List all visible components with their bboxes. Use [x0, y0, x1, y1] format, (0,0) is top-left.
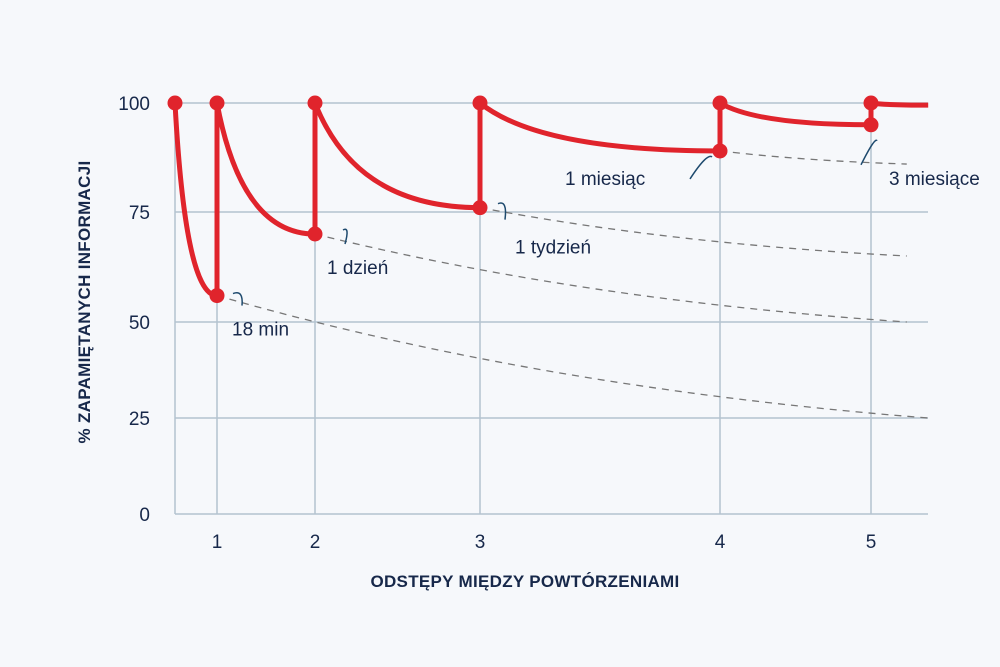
- y-axis-label: % ZAPAMIĘTANYCH INFORMACJI: [75, 161, 94, 444]
- annotation-label: 1 miesiąc: [565, 169, 645, 190]
- data-point: [863, 117, 879, 133]
- data-point: [209, 95, 225, 111]
- tick-labels: 0 25 50 75 100 1 2 3 4 5: [118, 94, 876, 553]
- dashed-curve: [216, 294, 929, 419]
- y-tick-label: 100: [118, 94, 150, 115]
- data-point: [167, 95, 183, 111]
- dashed-curve: [314, 233, 907, 323]
- x-tick-label: 1: [212, 532, 223, 553]
- y-tick-label: 25: [129, 409, 150, 430]
- dashed-forgetting-curves: [216, 150, 929, 419]
- annotations: 18 min 1 dzień 1 tydzień 1 miesiąc 3 miesiąc…: [232, 139, 980, 341]
- annotation-arrow: [342, 228, 348, 245]
- x-tick-label: 2: [310, 532, 321, 553]
- y-tick-label: 75: [129, 203, 150, 224]
- annotation-label: 3 miesiące: [889, 169, 980, 190]
- annotation-label: 1 dzień: [327, 258, 388, 279]
- data-point: [209, 288, 225, 304]
- dashed-curve: [479, 207, 907, 257]
- data-point: [307, 95, 323, 111]
- annotation-label: 18 min: [232, 320, 289, 341]
- retention-series: [167, 95, 929, 304]
- grid: [174, 102, 928, 515]
- annotation-label: 1 tydzień: [515, 238, 591, 259]
- y-tick-label: 0: [139, 505, 150, 526]
- x-tick-label: 5: [866, 532, 877, 553]
- x-tick-label: 4: [715, 532, 726, 553]
- data-point: [472, 200, 488, 216]
- y-tick-label: 50: [129, 313, 150, 334]
- retention-line: [172, 100, 929, 299]
- annotation-arrow: [689, 155, 713, 180]
- data-point: [712, 95, 728, 111]
- annotation-arrow: [860, 139, 878, 166]
- data-point: [863, 95, 879, 111]
- annotation-arrow: [497, 202, 507, 220]
- data-point: [472, 95, 488, 111]
- annotation-arrow: [232, 292, 243, 306]
- x-axis-label: ODSTĘPY MIĘDZY POWTÓRZENIAMI: [370, 572, 679, 591]
- data-point: [307, 226, 323, 242]
- data-point: [712, 143, 728, 159]
- dashed-curve: [719, 150, 907, 165]
- x-tick-label: 3: [475, 532, 486, 553]
